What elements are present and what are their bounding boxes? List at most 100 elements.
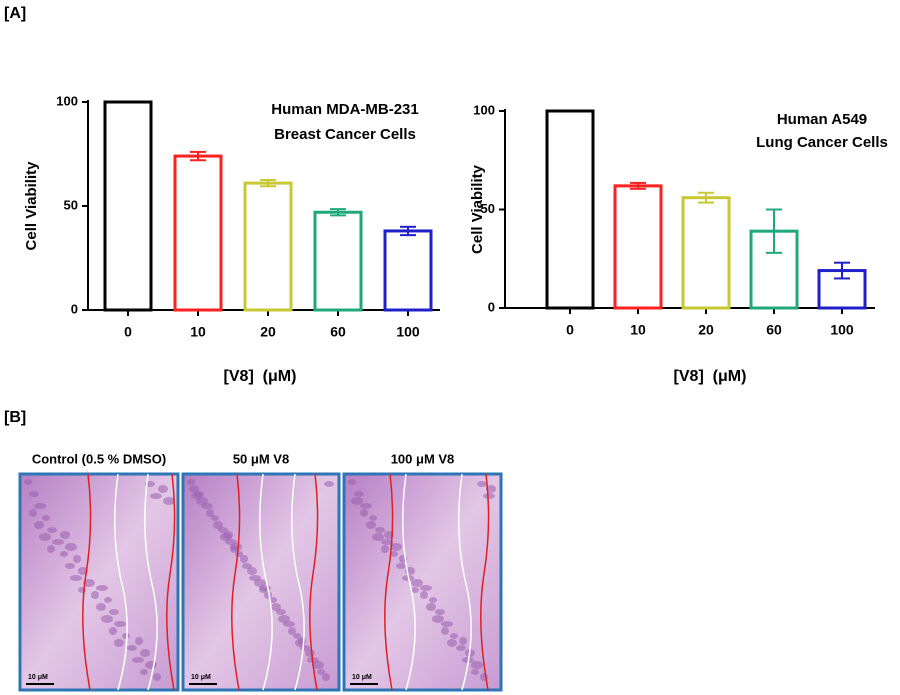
- cell: [293, 633, 301, 639]
- cell: [366, 521, 376, 529]
- cell: [242, 563, 252, 569]
- migration-front: [259, 473, 273, 691]
- wound-edge: [480, 473, 490, 691]
- cell: [140, 669, 148, 675]
- cell: [432, 615, 444, 623]
- cell: [70, 575, 82, 581]
- cell: [230, 545, 238, 553]
- cell: [206, 509, 214, 517]
- cell: [271, 603, 281, 611]
- x-tick-label: 60: [766, 322, 782, 338]
- x-tick-label: 100: [396, 324, 420, 340]
- cell: [411, 587, 419, 593]
- migration-front: [144, 473, 158, 691]
- error-bar: [630, 181, 646, 190]
- x-tick-label: 20: [260, 324, 276, 340]
- cell: [351, 497, 363, 505]
- cell: [360, 503, 372, 509]
- cell: [390, 551, 398, 557]
- cell: [52, 539, 64, 545]
- bar: [313, 210, 363, 312]
- cell: [211, 515, 219, 521]
- cell: [135, 637, 143, 645]
- cell: [42, 515, 50, 521]
- cell: [127, 645, 137, 651]
- cell: [483, 493, 495, 499]
- wound-edge: [231, 473, 241, 691]
- wound-edge: [384, 473, 394, 691]
- error-bar: [190, 150, 206, 162]
- cell: [375, 527, 385, 533]
- cell: [396, 563, 406, 569]
- x-tick-label: 0: [124, 324, 132, 340]
- cell: [145, 661, 157, 669]
- cell: [456, 645, 466, 651]
- y-tick-label: 100: [56, 93, 78, 108]
- annotation: Human MDA-MB-231: [271, 101, 419, 118]
- y-axis-label: Cell Viability: [23, 161, 40, 251]
- cell: [189, 485, 199, 493]
- error-bar: [260, 179, 276, 188]
- x-tick-label: 10: [630, 322, 646, 338]
- cell: [220, 533, 232, 541]
- cell: [278, 615, 290, 623]
- cell: [132, 657, 144, 663]
- x-tick-label: 100: [830, 322, 854, 338]
- cell: [276, 609, 286, 615]
- cell: [29, 509, 37, 517]
- cell: [259, 587, 267, 593]
- wound-edge: [82, 473, 92, 691]
- bar: [681, 196, 731, 310]
- cell: [441, 621, 453, 627]
- cell: [104, 597, 112, 603]
- cell: [429, 597, 437, 603]
- panel-label: [A]: [4, 5, 26, 22]
- scale-label: 10 μM: [28, 674, 48, 681]
- migration-front: [291, 473, 305, 691]
- error-bar: [698, 191, 714, 204]
- cell: [471, 661, 483, 669]
- cell: [426, 603, 436, 611]
- cell: [390, 543, 402, 551]
- wound-edge: [166, 473, 176, 691]
- cell: [486, 485, 496, 493]
- cell: [101, 615, 113, 623]
- cell: [369, 515, 377, 521]
- x-tick-label: 10: [190, 324, 206, 340]
- cell: [322, 673, 330, 681]
- cell: [348, 479, 356, 485]
- cell: [24, 479, 32, 485]
- cell: [317, 669, 325, 675]
- y-axis-label: Cell Viability: [469, 164, 486, 254]
- cell: [288, 627, 296, 635]
- cell: [312, 661, 324, 669]
- cell: [420, 585, 432, 591]
- cell: [140, 649, 150, 657]
- cell: [381, 539, 393, 545]
- cell: [109, 609, 119, 615]
- y-tick-label: 100: [473, 102, 495, 117]
- cell: [47, 545, 55, 553]
- migration-front: [458, 473, 472, 691]
- y-tick-label: 50: [64, 197, 78, 212]
- x-tick-label: 0: [566, 322, 574, 338]
- cell: [96, 603, 106, 611]
- wound-edge: [309, 473, 319, 691]
- cell: [411, 579, 423, 587]
- bar: [545, 109, 595, 310]
- cell: [360, 509, 368, 517]
- annotation: Lung Cancer Cells: [756, 134, 888, 151]
- scale-label: 10 μM: [352, 674, 372, 681]
- x-axis-label: [V8] (μM): [674, 368, 747, 385]
- cell: [73, 555, 81, 563]
- cell: [218, 527, 228, 533]
- scale-label: 10 μM: [191, 674, 211, 681]
- image-caption: 50 μM V8: [233, 451, 289, 466]
- image-caption: 100 μM V8: [391, 451, 455, 466]
- error-bar: [834, 261, 850, 280]
- image-caption: Control (0.5 % DMSO): [32, 451, 166, 466]
- cell: [441, 627, 449, 635]
- annotation: Breast Cancer Cells: [274, 126, 416, 143]
- cell: [150, 493, 162, 499]
- cell: [187, 479, 195, 485]
